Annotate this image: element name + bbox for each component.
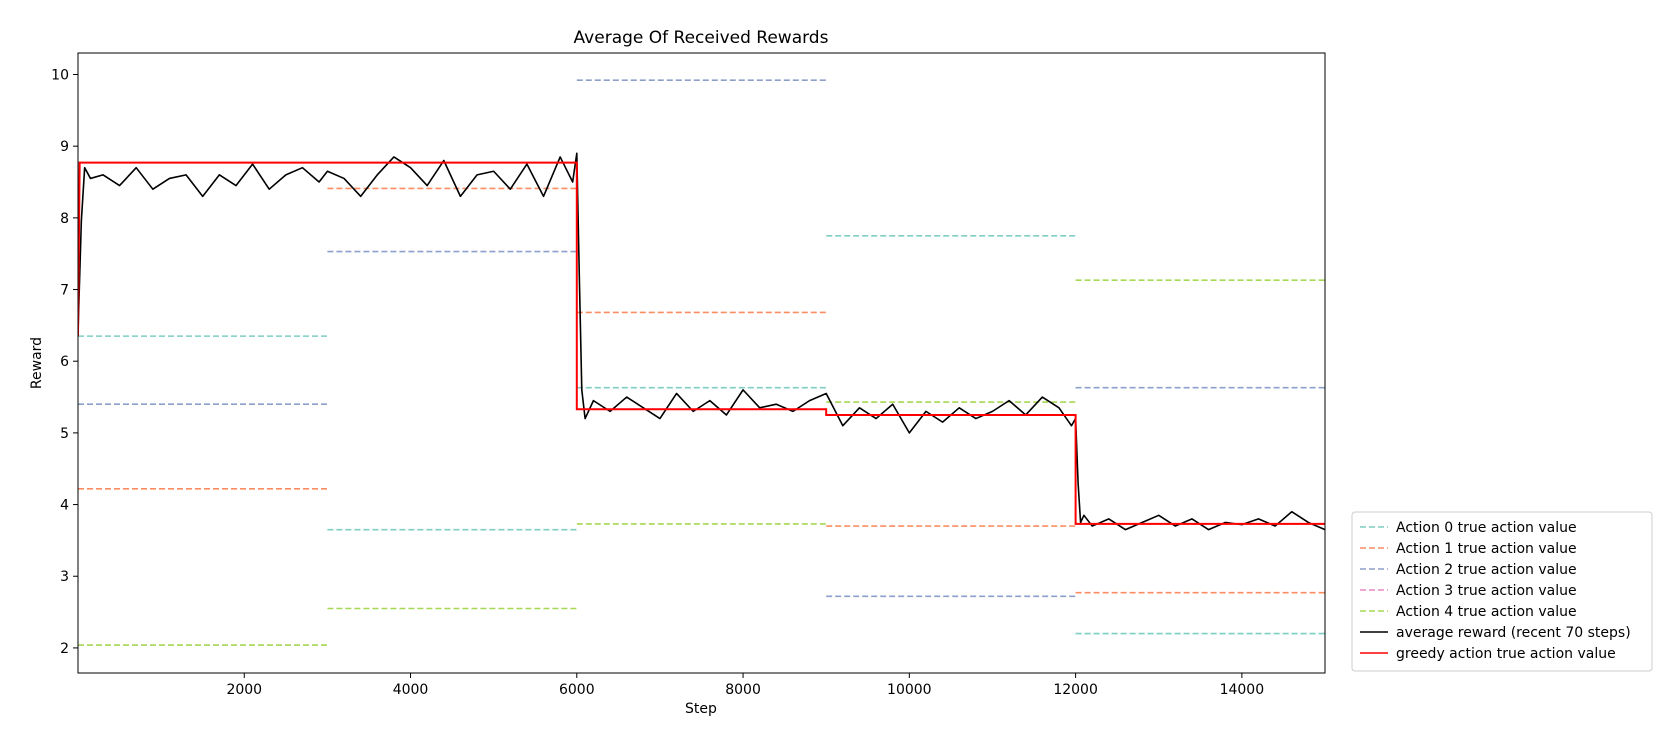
chart-title: Average Of Received Rewards [574, 28, 829, 48]
y-axis-label: Reward [29, 337, 45, 389]
plot-frame [77, 52, 1326, 674]
legend-label: greedy action true action value [1396, 646, 1616, 662]
x-tick-label: 4000 [393, 682, 429, 698]
plot-content [78, 79, 1325, 646]
x-tick-label: 6000 [559, 682, 595, 698]
x-tick-label: 8000 [725, 682, 761, 698]
y-tick-label: 6 [60, 354, 69, 370]
y-tick-label: 3 [60, 569, 69, 585]
y-tick-label: 4 [60, 498, 69, 514]
greedy-value-line [78, 161, 1325, 525]
y-tick-label: 8 [60, 211, 69, 227]
legend-label: average reward (recent 70 steps) [1396, 625, 1631, 641]
legend-box [1351, 511, 1653, 672]
x-tick-label: 14000 [1220, 682, 1265, 698]
plot-area [78, 53, 1325, 673]
y-tick-label: 5 [60, 426, 69, 442]
legend: Action 0 true action value Action 1 true … [1351, 511, 1653, 672]
x-tick-label: 12000 [1053, 682, 1098, 698]
x-tick-label: 10000 [887, 682, 932, 698]
legend-label: Action 4 true action value [1396, 604, 1577, 620]
y-tick-label: 10 [51, 68, 69, 84]
legend-label: Action 2 true action value [1396, 562, 1577, 578]
x-tick-label: 2000 [226, 682, 262, 698]
y-tick-label: 9 [60, 139, 69, 155]
x-axis: 2000 4000 6000 8000 10000 12000 14000 [226, 673, 1264, 698]
y-axis: 2 3 4 5 6 7 8 9 10 [51, 68, 78, 657]
average-reward-line [78, 152, 1325, 531]
x-axis-label: Step [685, 701, 717, 717]
y-tick-label: 7 [60, 283, 69, 299]
legend-label: Action 3 true action value [1396, 583, 1577, 599]
legend-label: Action 1 true action value [1396, 541, 1577, 557]
legend-label: Action 0 true action value [1396, 520, 1577, 536]
y-tick-label: 2 [60, 641, 69, 657]
